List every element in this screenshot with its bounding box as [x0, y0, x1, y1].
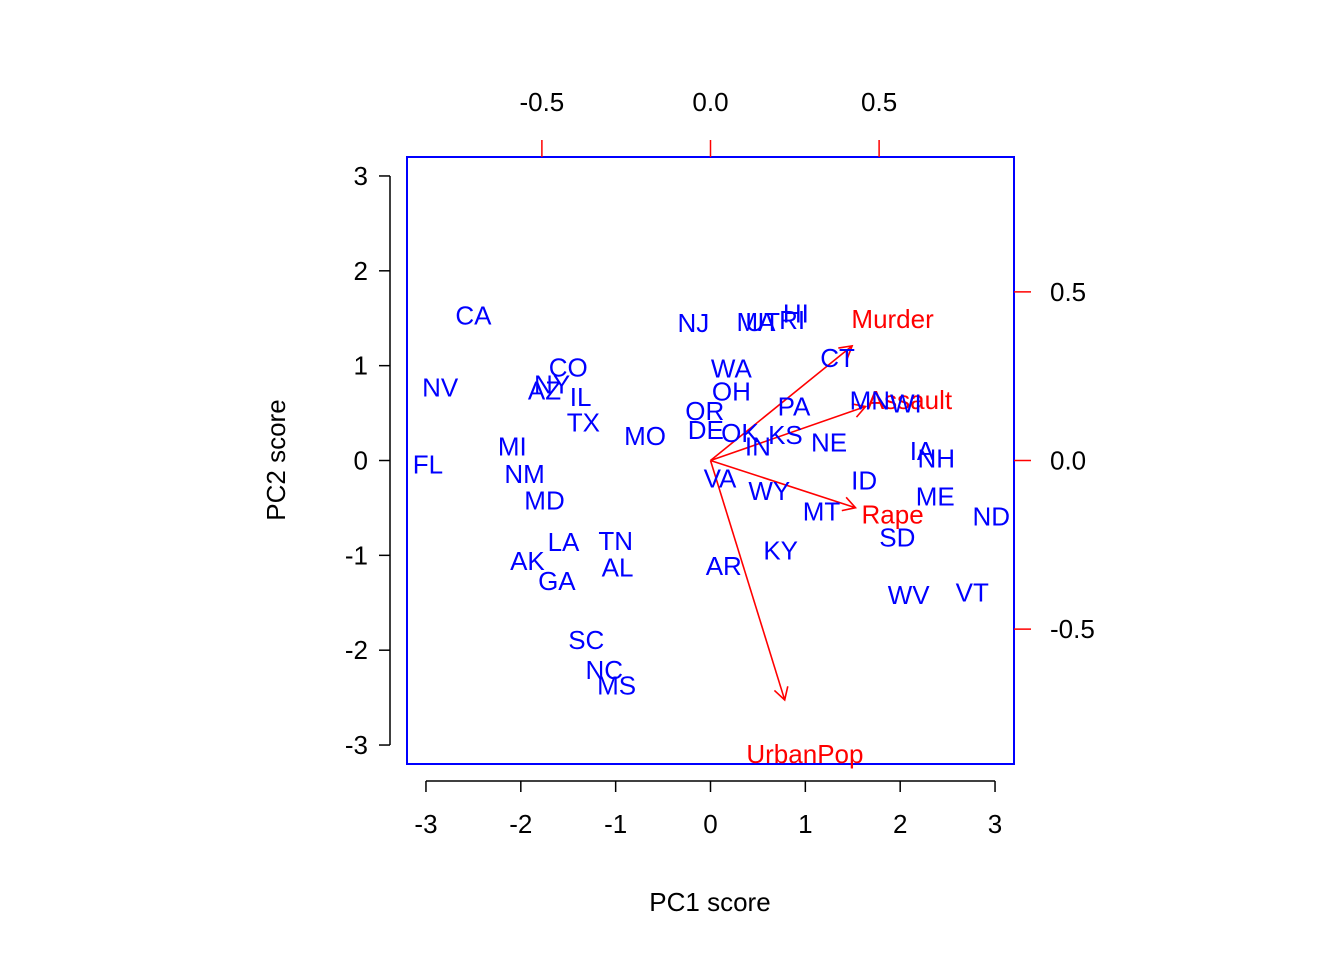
- state-label-il: IL: [570, 382, 592, 412]
- state-label-ne: NE: [811, 427, 847, 457]
- state-label-wa: WA: [711, 354, 753, 384]
- state-label-vt: VT: [956, 577, 989, 607]
- state-label-ms: MS: [597, 670, 636, 700]
- state-label-la: LA: [548, 527, 580, 557]
- x-tick-label: 0: [703, 809, 717, 839]
- state-label-ri: RI: [779, 305, 805, 335]
- axes-layer: -3 -2 -1 0 1 2 3 -3 -2 -1 0 1 2 3 -0.5 0.0 0.5 -0.5 0.0 0.5: [345, 87, 1095, 839]
- state-label-hi: HI: [783, 298, 809, 328]
- state-label-ar: AR: [706, 551, 742, 581]
- x-tick-label: -3: [414, 809, 437, 839]
- state-label-mn: MN: [850, 386, 890, 416]
- loading-arrowhead-urbanpop: [773, 686, 789, 702]
- loading-label-assault: Assault: [867, 385, 953, 415]
- state-label-ok: OK: [721, 418, 759, 448]
- loading-arrow-urbanpop: [709, 460, 786, 701]
- state-label-pa: PA: [778, 391, 811, 421]
- state-label-ny: NY: [534, 370, 570, 400]
- loading-arrowhead-rape: [841, 496, 858, 512]
- loading-arrowhead-murder: [838, 344, 854, 360]
- state-label-wv: WV: [888, 580, 931, 610]
- right-tick-label: 0.0: [1050, 446, 1086, 476]
- y-tick-label: 3: [354, 161, 368, 191]
- x-tick-label: -1: [604, 809, 627, 839]
- state-label-nm: NM: [504, 459, 544, 489]
- loadings-layer: Murder Assault UrbanPop Rape: [709, 304, 953, 769]
- x-axis-title: PC1 score: [649, 887, 770, 917]
- state-label-mi: MI: [498, 431, 527, 461]
- state-label-co: CO: [549, 353, 588, 383]
- state-label-ca: CA: [455, 300, 492, 330]
- state-label-wi: WI: [890, 389, 922, 419]
- state-label-in: IN: [745, 431, 771, 461]
- state-label-oh: OH: [712, 376, 751, 406]
- state-label-az: AZ: [528, 375, 561, 405]
- state-label-sc: SC: [568, 625, 604, 655]
- loading-arrow-murder: [709, 345, 853, 462]
- loading-arrow-assault: [710, 405, 866, 462]
- loading-arrow-rape: [710, 459, 856, 509]
- state-label-ga: GA: [538, 566, 576, 596]
- loading-label-urbanpop: UrbanPop: [746, 739, 863, 769]
- state-label-nc: NC: [585, 655, 623, 685]
- y-tick-label: -2: [345, 635, 368, 665]
- state-label-ct: CT: [820, 343, 855, 373]
- top-tick-label: 0.5: [861, 87, 897, 117]
- state-label-me: ME: [916, 482, 955, 512]
- state-label-fl: FL: [413, 449, 443, 479]
- loading-label-murder: Murder: [851, 304, 934, 334]
- right-tick-label: 0.5: [1050, 277, 1086, 307]
- y-axis-title: PC2 score: [261, 399, 291, 520]
- x-tick-label: 2: [893, 809, 907, 839]
- state-label-ut: UT: [745, 307, 780, 337]
- state-label-md: MD: [524, 485, 564, 515]
- y-tick-label: -3: [345, 730, 368, 760]
- x-tick-label: 1: [798, 809, 812, 839]
- x-tick-label: 3: [988, 809, 1002, 839]
- right-tick-label: -0.5: [1050, 614, 1095, 644]
- loading-arrowhead-assault: [851, 403, 868, 418]
- y-tick-label: 0: [354, 446, 368, 476]
- state-label-ak: AK: [510, 546, 545, 576]
- points-layer: AL AK AZ AR CA CO CT DE FL GA HI ID IL IN IA KS KY LA ME MD…: [413, 298, 1010, 700]
- state-label-de: DE: [688, 415, 724, 445]
- state-label-ia: IA: [910, 436, 935, 466]
- state-label-or: OR: [685, 396, 724, 426]
- state-label-tx: TX: [567, 408, 600, 438]
- state-label-id: ID: [851, 465, 877, 495]
- y-tick-label: 2: [354, 256, 368, 286]
- state-label-mo: MO: [624, 421, 666, 451]
- y-tick-label: 1: [354, 351, 368, 381]
- top-tick-label: 0.0: [692, 87, 728, 117]
- top-tick-label: -0.5: [519, 87, 564, 117]
- x-tick-label: -2: [509, 809, 532, 839]
- state-label-mt: MT: [803, 497, 841, 527]
- state-label-nh: NH: [917, 444, 955, 474]
- state-label-nd: ND: [972, 501, 1010, 531]
- y-tick-label: -1: [345, 540, 368, 570]
- state-label-ks: KS: [768, 420, 803, 450]
- state-label-ky: KY: [763, 536, 798, 566]
- loading-label-rape: Rape: [862, 499, 924, 529]
- state-label-sd: SD: [879, 522, 915, 552]
- state-label-va: VA: [704, 464, 737, 494]
- state-label-wy: WY: [748, 476, 790, 506]
- state-label-ma: MA: [737, 307, 777, 337]
- state-label-nv: NV: [422, 372, 459, 402]
- state-label-tn: TN: [598, 526, 633, 556]
- state-label-al: AL: [602, 553, 634, 583]
- state-label-nj: NJ: [678, 308, 710, 338]
